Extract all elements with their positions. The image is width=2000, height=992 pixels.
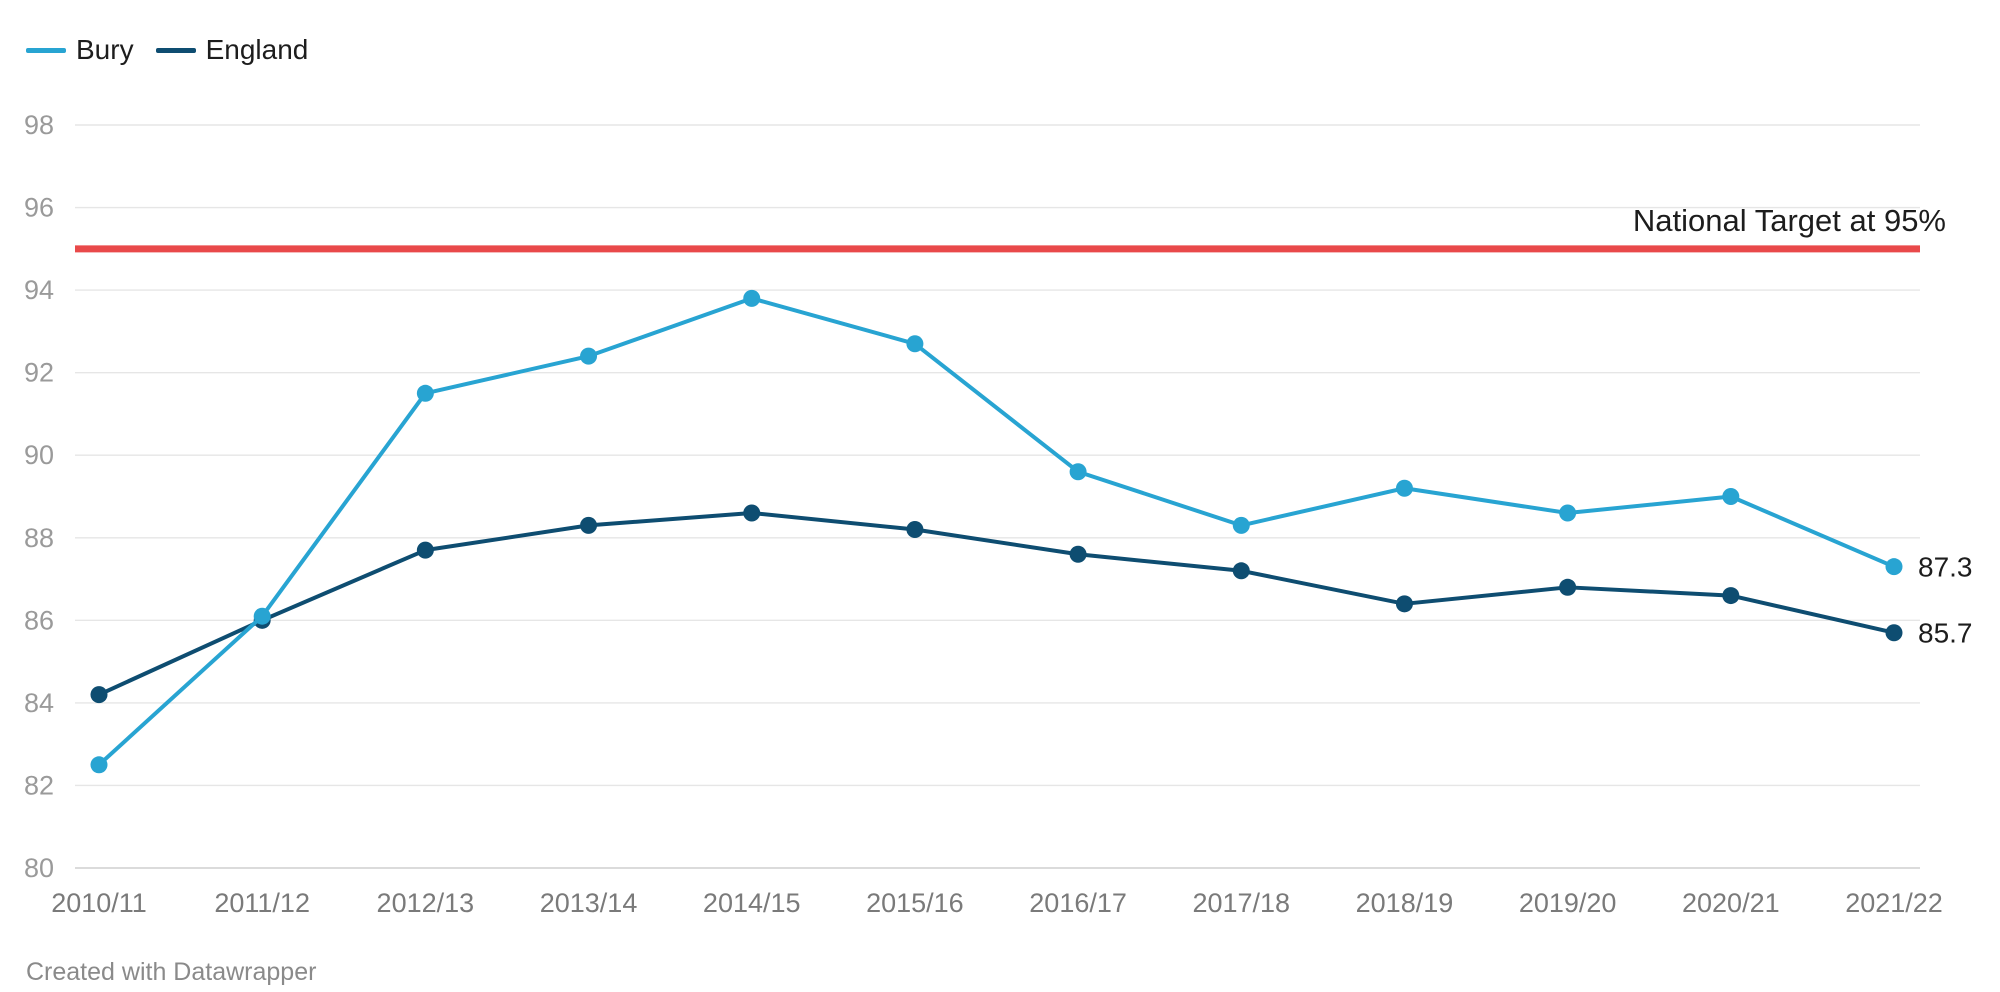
x-tick-label-2012-13: 2012/13 — [377, 888, 475, 918]
x-tick-label-2019-20: 2019/20 — [1519, 888, 1617, 918]
x-tick-label-2010-11: 2010/11 — [51, 888, 147, 918]
data-point-bury-2018-19 — [1395, 479, 1413, 497]
y-tick-label-82: 82 — [24, 770, 54, 800]
legend-item-england: England — [155, 34, 309, 66]
data-point-england-2010-11 — [90, 686, 108, 704]
y-tick-label-94: 94 — [24, 275, 54, 305]
y-tick-label-98: 98 — [24, 110, 54, 140]
legend-swatch-bury — [26, 47, 66, 53]
y-tick-label-90: 90 — [24, 440, 54, 470]
data-point-england-2012-13 — [416, 541, 434, 559]
data-point-bury-2010-11 — [90, 756, 108, 774]
legend-item-bury: Bury — [26, 34, 134, 66]
data-point-england-2019-20 — [1559, 578, 1577, 596]
x-tick-label-2017-18: 2017/18 — [1192, 888, 1290, 918]
data-point-england-2020-21 — [1722, 587, 1740, 605]
legend: Bury England — [26, 34, 330, 66]
series-line-bury — [97, 296, 1896, 767]
y-tick-label-86: 86 — [24, 605, 54, 635]
data-point-bury-2014-15 — [743, 289, 761, 307]
data-point-bury-2015-16 — [906, 335, 924, 353]
data-point-england-2014-15 — [743, 504, 761, 522]
x-tick-label-2021-22: 2021/22 — [1845, 888, 1943, 918]
x-tick-label-2011-12: 2011/12 — [214, 888, 310, 918]
legend-label-bury: Bury — [76, 34, 134, 65]
x-tick-label-2015-16: 2015/16 — [866, 888, 964, 918]
legend-label-england: England — [205, 34, 309, 65]
y-tick-label-96: 96 — [24, 193, 54, 223]
end-label-england: 85.7 — [1918, 618, 1973, 649]
data-point-england-2017-18 — [1232, 562, 1250, 580]
data-point-england-2021-22 — [1885, 624, 1903, 642]
footer-credit: Created with Datawrapper — [26, 958, 317, 986]
data-point-bury-2013-14 — [580, 347, 598, 365]
data-point-england-2016-17 — [1069, 545, 1087, 563]
y-tick-label-80: 80 — [24, 853, 54, 883]
data-point-bury-2019-20 — [1559, 504, 1577, 522]
y-tick-label-84: 84 — [24, 688, 54, 718]
data-point-bury-2017-18 — [1232, 516, 1250, 534]
legend-swatch-england — [155, 47, 196, 53]
data-point-england-2013-14 — [580, 516, 598, 534]
data-point-england-2018-19 — [1395, 595, 1413, 613]
y-tick-label-92: 92 — [24, 358, 54, 388]
y-tick-label-88: 88 — [24, 523, 54, 553]
x-tick-label-2018-19: 2018/19 — [1356, 888, 1454, 918]
data-point-bury-2016-17 — [1069, 463, 1087, 481]
data-point-bury-2020-21 — [1722, 488, 1740, 505]
data-point-bury-2011-12 — [253, 607, 271, 625]
x-tick-label-2013-14: 2013/14 — [540, 888, 638, 918]
national-target-label: National Target at 95% — [1633, 203, 1946, 238]
x-tick-label-2014-15: 2014/15 — [703, 888, 801, 918]
end-label-bury: 87.3 — [1918, 552, 1973, 583]
x-tick-label-2016-17: 2016/17 — [1029, 888, 1127, 918]
data-point-england-2015-16 — [906, 521, 924, 539]
x-tick-label-2020-21: 2020/21 — [1682, 888, 1780, 918]
data-point-bury-2021-22 — [1885, 558, 1903, 576]
series-line-england — [97, 511, 1896, 697]
data-point-bury-2012-13 — [416, 384, 434, 402]
